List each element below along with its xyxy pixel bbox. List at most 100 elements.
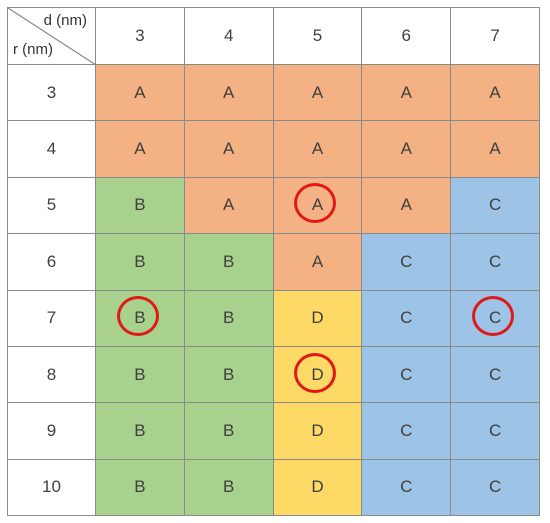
table-row: 9 B B D C C [7, 402, 540, 460]
phase-label: C [488, 195, 502, 215]
phase-cell: C [361, 289, 452, 347]
phase-cell: B [183, 233, 274, 291]
phase-label: C [488, 421, 502, 441]
phase-cell: C [450, 345, 540, 404]
highlight-circle [294, 183, 337, 224]
phase-cell: C [450, 458, 540, 517]
row-header: 3 [7, 63, 96, 122]
phase-label: B [223, 364, 235, 384]
table-row: 8 B B D C C [7, 345, 540, 404]
phase-cell: C [361, 458, 452, 517]
phase-cell: A [361, 120, 452, 178]
column-header: 5 [272, 7, 363, 65]
phase-cell: A [450, 63, 540, 122]
phase-cell: C [450, 233, 540, 291]
phase-cell: D [272, 345, 363, 404]
phase-cell: A [95, 63, 185, 122]
phase-cell: C [361, 345, 452, 404]
phase-cell: A [183, 176, 274, 235]
phase-cell: A [272, 233, 363, 291]
column-header: 6 [361, 7, 452, 65]
phase-label: B [223, 251, 235, 271]
row-header: 6 [7, 233, 96, 291]
phase-label: A [311, 139, 324, 159]
phase-label: B [134, 421, 146, 441]
phase-label: A [400, 82, 412, 102]
phase-cell: C [450, 402, 540, 460]
phase-cell: B [183, 458, 274, 517]
row-axis-label: r (nm) [13, 41, 53, 58]
highlight-circle [472, 296, 515, 337]
phase-label: B [134, 195, 146, 215]
table-row: 6 B B A C C [7, 233, 540, 291]
row-header: 10 [7, 458, 96, 517]
phase-cell: C [450, 289, 540, 347]
row-header: 9 [7, 402, 96, 460]
phase-label: B [223, 421, 235, 441]
phase-label: A [489, 139, 501, 159]
phase-cell: B [95, 289, 185, 347]
phase-label: B [134, 477, 146, 497]
phase-cell: A [95, 120, 185, 178]
row-header: 8 [7, 345, 96, 404]
table-row: 5 B A A A C [7, 176, 540, 235]
header-row: d (nm) r (nm) 3 4 5 6 7 [7, 7, 540, 65]
phase-cell: A [361, 63, 452, 122]
highlight-circle [116, 296, 159, 337]
phase-label: A [223, 139, 235, 159]
phase-cell: B [95, 233, 185, 291]
diagonal-divider [8, 8, 95, 64]
phase-label: A [134, 82, 146, 102]
phase-label: C [400, 364, 413, 384]
phase-cell: B [95, 345, 185, 404]
phase-label: B [223, 477, 235, 497]
phase-label: A [311, 251, 324, 271]
phase-cell: A [361, 176, 452, 235]
phase-cell: B [183, 402, 274, 460]
phase-label: C [400, 308, 413, 328]
phase-label: A [400, 195, 412, 215]
column-axis-label: d (nm) [43, 12, 87, 29]
phase-label: A [400, 139, 412, 159]
phase-label: D [311, 421, 324, 441]
highlight-circle [294, 352, 337, 393]
phase-label: C [400, 477, 413, 497]
phase-cell: A [183, 63, 274, 122]
phase-label: B [134, 364, 146, 384]
column-header: 7 [450, 7, 540, 65]
phase-cell: C [450, 176, 540, 235]
column-header: 3 [95, 7, 185, 65]
phase-label: D [311, 477, 324, 497]
phase-label: D [311, 308, 324, 328]
phase-label: A [223, 82, 235, 102]
phase-label: A [134, 139, 146, 159]
row-header: 7 [7, 289, 96, 347]
phase-label: C [488, 364, 502, 384]
phase-cell: C [361, 233, 452, 291]
phase-cell: C [361, 402, 452, 460]
phase-label: A [223, 195, 235, 215]
table-row: 3 A A A A A [7, 63, 540, 122]
phase-cell: A [450, 120, 540, 178]
phase-cell: B [183, 345, 274, 404]
phase-cell: B [183, 289, 274, 347]
phase-cell: A [272, 63, 363, 122]
phase-label: C [400, 421, 413, 441]
phase-label: B [134, 251, 146, 271]
column-header: 4 [183, 7, 274, 65]
phase-label: A [311, 82, 324, 102]
phase-cell: D [272, 289, 363, 347]
corner-cell: d (nm) r (nm) [7, 7, 96, 65]
phase-label: C [488, 477, 502, 497]
phase-label: C [488, 251, 502, 271]
table-row: 10 B B D C C [7, 458, 540, 517]
phase-cell: B [95, 458, 185, 517]
phase-label: B [223, 308, 235, 328]
phase-cell: A [272, 176, 363, 235]
table-row: 4 A A A A A [7, 120, 540, 178]
phase-label: A [489, 82, 501, 102]
row-header: 5 [7, 176, 96, 235]
